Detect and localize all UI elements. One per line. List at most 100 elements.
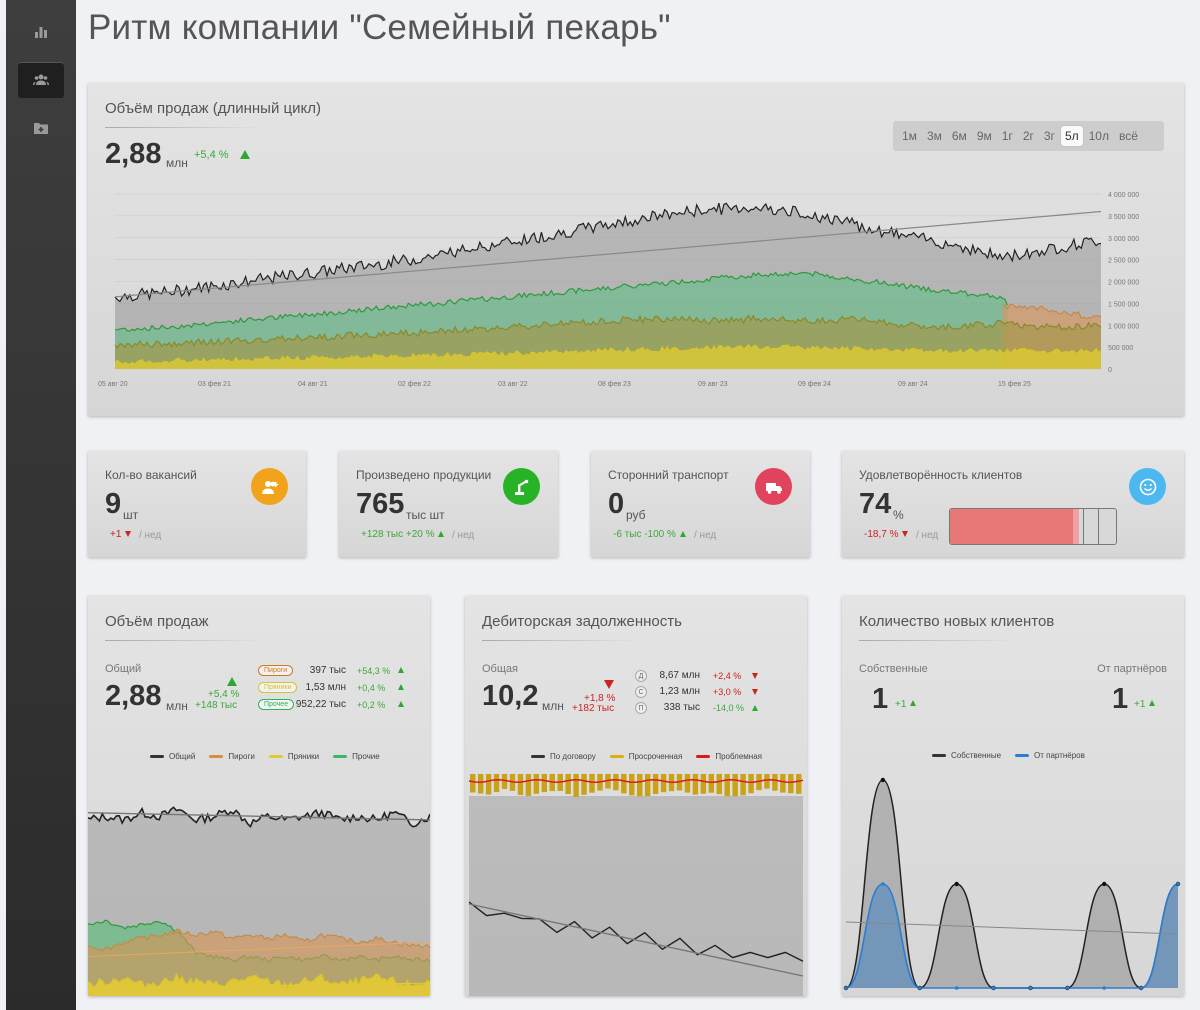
legend-item[interactable]: Просроченная bbox=[609, 752, 682, 761]
total-series-line bbox=[88, 806, 430, 829]
range-button-9[interactable]: всё bbox=[1118, 129, 1138, 143]
category-value: 397 тыс bbox=[309, 665, 346, 676]
sidebar bbox=[6, 0, 76, 1010]
partner-area bbox=[846, 884, 1178, 988]
robot-arm-icon bbox=[503, 468, 540, 505]
sales-chart bbox=[88, 806, 430, 996]
legend-label: По договору bbox=[550, 752, 596, 761]
legend-item[interactable]: Проблемная bbox=[696, 752, 762, 761]
overdue-bar bbox=[740, 774, 746, 796]
category-change: +0,2 % bbox=[357, 700, 386, 710]
range-button-3[interactable]: 9м bbox=[976, 129, 992, 143]
category-change: +54,3 % bbox=[357, 666, 391, 676]
legend-swatch bbox=[333, 755, 348, 758]
overdue-bar bbox=[565, 774, 571, 795]
own-area bbox=[846, 780, 1178, 988]
legend-swatch bbox=[268, 755, 283, 758]
debt-value: 10,2 bbox=[482, 680, 539, 712]
range-button-1[interactable]: 3м bbox=[926, 129, 942, 143]
debt-type-change: -14,0 % bbox=[713, 703, 745, 713]
overdue-bar bbox=[788, 774, 794, 794]
range-button-2[interactable]: 6м bbox=[951, 129, 967, 143]
debt-pct: +1,8 % bbox=[584, 693, 616, 704]
long-cycle-title: Объём продаж (длинный цикл) bbox=[105, 100, 321, 117]
range-button-6[interactable]: 3г bbox=[1043, 129, 1055, 143]
debt-panel: Дебиторская задолженность Общая 10,2 млн… bbox=[465, 596, 807, 996]
category-change: +0,4 % bbox=[357, 683, 386, 693]
legend-label: Проблемная bbox=[715, 752, 762, 761]
trend-down-icon bbox=[125, 531, 131, 537]
overdue-bar bbox=[573, 774, 579, 797]
overdue-bar bbox=[613, 774, 619, 791]
legend-label: Пряники bbox=[287, 752, 320, 761]
clients-partner-delta: +1 bbox=[1134, 699, 1146, 710]
title-divider bbox=[482, 640, 642, 641]
range-button-8[interactable]: 10л bbox=[1088, 129, 1109, 143]
overdue-bar bbox=[756, 774, 762, 791]
yellow-series-area bbox=[115, 344, 1101, 369]
overdue-bar bbox=[732, 774, 738, 797]
kpi-card: Кол-во вакансий 9 шт +1 / нед bbox=[88, 451, 306, 557]
range-button-0[interactable]: 1м bbox=[902, 129, 917, 143]
debt-chart bbox=[468, 774, 804, 996]
clients-chart bbox=[843, 777, 1181, 991]
x-tick-label: 09 авг 23 bbox=[698, 381, 728, 388]
category-pill: Пряники bbox=[258, 682, 298, 693]
sales-legend: Общий Пироги Пряники Прочие bbox=[150, 752, 380, 761]
trend-up-icon bbox=[227, 677, 237, 686]
sales-subtitle: Общий bbox=[105, 663, 142, 675]
trend-up-icon bbox=[1149, 700, 1155, 706]
overdue-bar bbox=[541, 774, 548, 793]
long-cycle-change: +5,4 % bbox=[194, 149, 229, 161]
x-tick-label: 04 авг 21 bbox=[298, 381, 328, 388]
green-series-line bbox=[114, 270, 1008, 332]
legend-swatch bbox=[609, 755, 624, 758]
legend-item[interactable]: Общий bbox=[150, 752, 195, 761]
partner-point bbox=[1102, 986, 1107, 990]
kpi-unit: руб bbox=[626, 508, 646, 522]
partner-point bbox=[1028, 986, 1033, 990]
debt-legend: По договору Просроченная Проблемная bbox=[531, 752, 762, 761]
legend-item[interactable]: По договору bbox=[531, 752, 596, 761]
sidebar-item-charts[interactable] bbox=[18, 14, 64, 50]
trend-up-icon bbox=[910, 700, 916, 706]
legend-item[interactable]: От партнёров bbox=[1015, 751, 1085, 760]
debt-type-value: 1,23 млн bbox=[659, 686, 700, 697]
legend-item[interactable]: Пироги bbox=[209, 752, 255, 761]
pies-trend bbox=[88, 941, 430, 957]
trend-up-icon bbox=[438, 531, 444, 537]
y-tick-label: 3 500 000 bbox=[1108, 214, 1139, 221]
legend-item[interactable]: Прочие bbox=[333, 752, 380, 761]
partner-point bbox=[954, 986, 959, 990]
category-value: 952,22 тыс bbox=[295, 699, 346, 710]
clients-own-label: Собственные bbox=[859, 663, 928, 675]
legend-item[interactable]: Собственные bbox=[932, 751, 1001, 760]
overdue-bar bbox=[605, 774, 611, 789]
category-value: 1,53 млн bbox=[305, 682, 346, 693]
sidebar-item-folders[interactable] bbox=[18, 110, 64, 146]
debt-type-badge: Д bbox=[635, 670, 647, 682]
debt-type-badge: П bbox=[635, 702, 647, 714]
title-divider bbox=[105, 640, 265, 641]
legend-item[interactable]: Пряники bbox=[268, 752, 320, 761]
overdue-bar bbox=[470, 774, 476, 793]
y-tick-label: 500 000 bbox=[1108, 345, 1133, 352]
sidebar-item-users[interactable] bbox=[18, 62, 64, 98]
legend-label: Собственные bbox=[951, 751, 1002, 760]
range-button-4[interactable]: 1г bbox=[1001, 129, 1013, 143]
debt-type-value: 8,67 млн bbox=[659, 670, 700, 681]
x-tick-label: 15 фев 25 bbox=[998, 381, 1031, 388]
range-button-5[interactable]: 2г bbox=[1022, 129, 1034, 143]
legend-swatch bbox=[932, 754, 946, 757]
x-tick-label: 02 фев 22 bbox=[398, 381, 431, 388]
kpi-delta: +128 тыс +20 % bbox=[361, 529, 435, 540]
kpi-period: / нед bbox=[139, 530, 162, 541]
clients-legend: Собственные От партнёров bbox=[932, 751, 1085, 760]
partner-point bbox=[881, 882, 885, 886]
kpi-unit: шт bbox=[123, 508, 139, 522]
trend-up-icon bbox=[398, 684, 404, 690]
satisfaction-fill bbox=[950, 509, 1073, 544]
range-button-7[interactable]: 5л bbox=[1060, 126, 1083, 146]
sales-abs: +148 тыс bbox=[195, 700, 238, 711]
kpi-unit: % bbox=[893, 508, 904, 522]
